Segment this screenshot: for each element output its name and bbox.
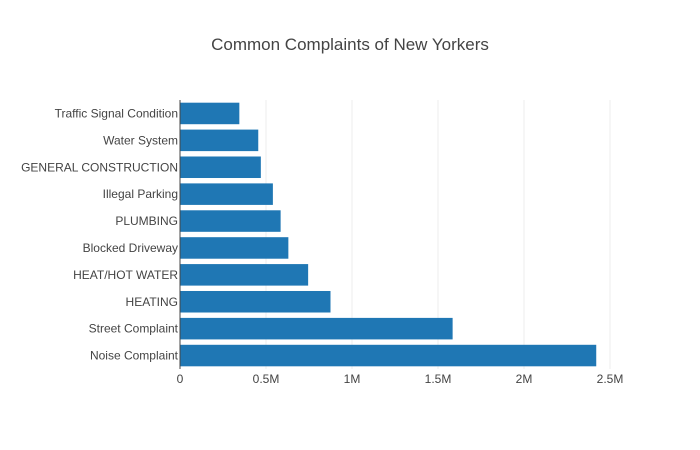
bar-6[interactable] — [180, 183, 273, 205]
bar-3[interactable] — [180, 264, 309, 286]
y-tick-label: Street Complaint — [89, 322, 179, 336]
bar-1[interactable] — [180, 317, 453, 340]
x-tick-label: 2M — [516, 372, 533, 386]
y-tick-label: HEATING — [126, 295, 178, 309]
y-tick-label: Noise Complaint — [90, 349, 179, 363]
y-tick-label: HEAT/HOT WATER — [73, 268, 178, 282]
x-tick-label: 1M — [344, 372, 361, 386]
x-tick-label: 0.5M — [253, 372, 280, 386]
y-tick-label: GENERAL CONSTRUCTION — [21, 160, 178, 174]
bar-2[interactable] — [180, 290, 331, 313]
y-tick-label: PLUMBING — [115, 214, 178, 228]
bars — [180, 102, 597, 367]
bar-5[interactable] — [180, 210, 281, 232]
x-tick-label: 2.5M — [597, 372, 624, 386]
bar-4[interactable] — [180, 237, 289, 259]
bar-8[interactable] — [180, 129, 259, 152]
y-tick-label: Blocked Driveway — [83, 241, 178, 255]
bar-0[interactable] — [180, 344, 597, 367]
y-tick-label: Water System — [103, 133, 178, 147]
y-axis-tick-labels: Noise Complaint Street Complaint HEATING HE… — [21, 106, 179, 362]
y-tick-label: Illegal Parking — [103, 187, 178, 201]
bar-7[interactable] — [180, 156, 261, 179]
x-axis-tick-labels: 0 0.5M 1M 1.5M 2M 2.5M — [177, 372, 624, 386]
x-tick-label: 1.5M — [425, 372, 452, 386]
y-tick-label: Traffic Signal Condition — [55, 106, 178, 120]
chart-title: Common Complaints of New Yorkers — [211, 35, 489, 54]
bar-9[interactable] — [180, 102, 240, 125]
x-tick-label: 0 — [177, 372, 184, 386]
